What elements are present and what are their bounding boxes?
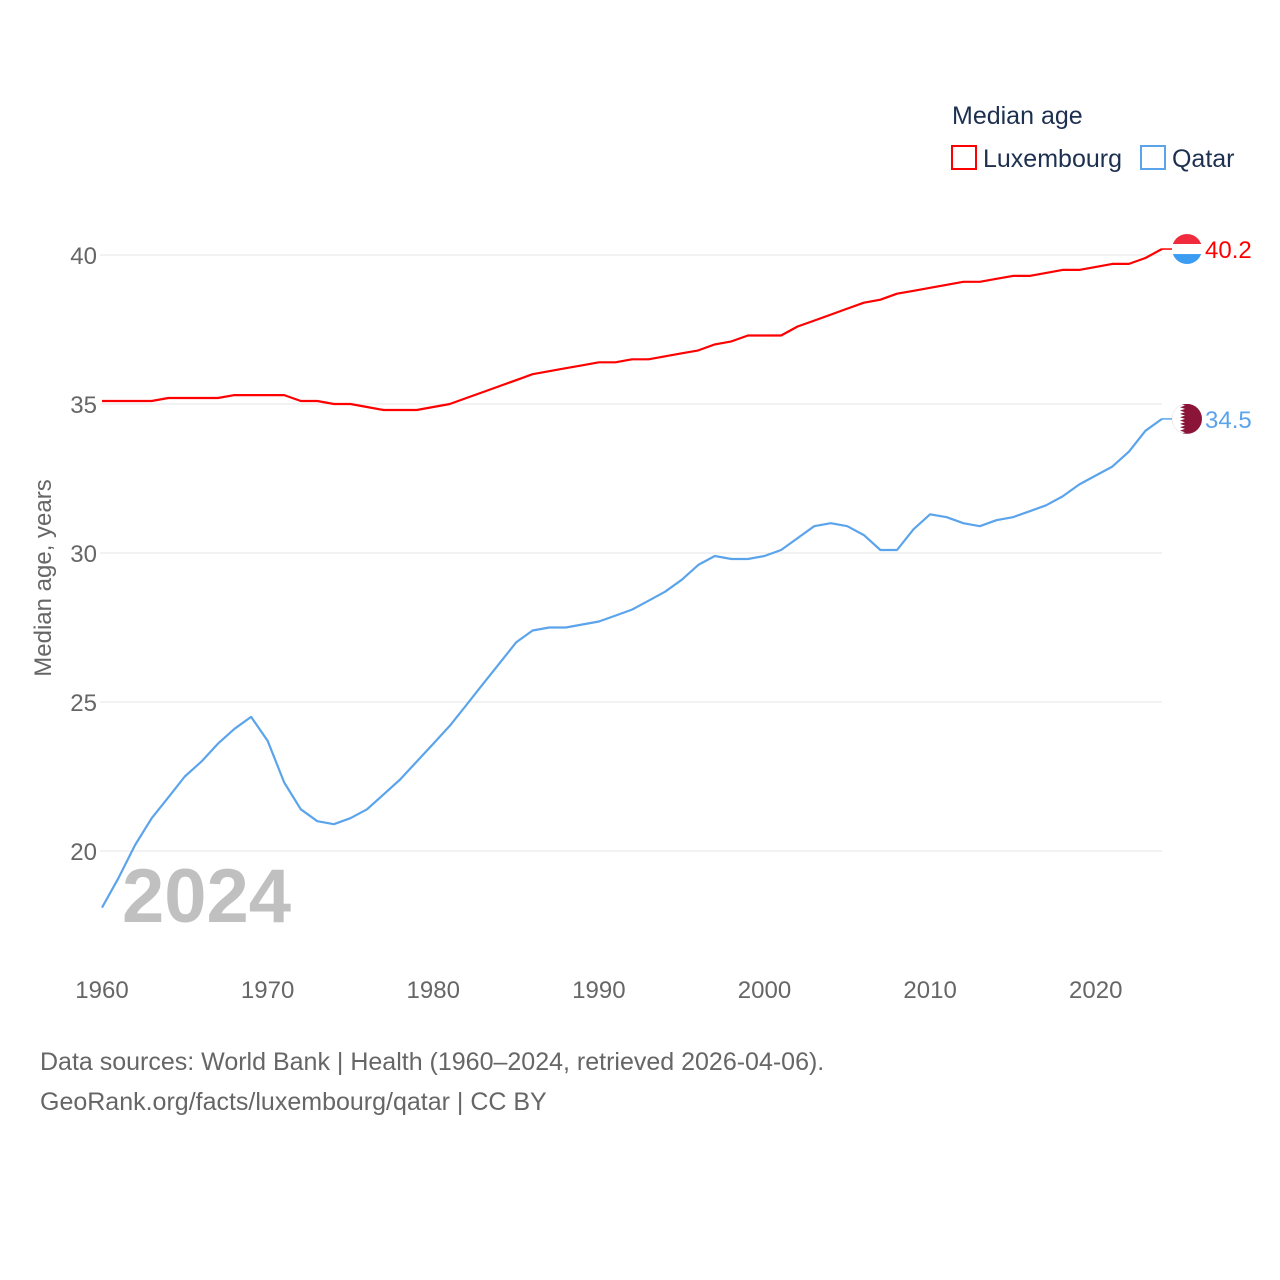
y-axis-label: Median age, years (30, 479, 57, 676)
end-value-label: 34.5 (1205, 407, 1252, 434)
legend-label: Luxembourg (983, 145, 1122, 173)
legend-swatch (1139, 145, 1166, 170)
end-value-label: 40.2 (1205, 237, 1252, 264)
y-tick-label: 25 (70, 690, 97, 717)
luxembourg-flag-icon (1172, 234, 1202, 265)
legend-label: Qatar (1172, 145, 1235, 173)
y-tick-label: 30 (70, 541, 97, 568)
x-tick-label: 2000 (738, 977, 791, 1004)
x-tick-label: 1970 (241, 977, 294, 1004)
qatar-flag-icon (1172, 403, 1202, 434)
x-tick-label: 1960 (75, 977, 128, 1004)
legend-item-luxembourg[interactable]: Luxembourg (951, 145, 1122, 173)
attribution-link[interactable]: GeoRank.org/facts/luxembourg/qatar | CC … (40, 1088, 547, 1116)
data-source-text: Data sources: World Bank | Health (1960–… (40, 1048, 825, 1076)
x-tick-label: 2020 (1069, 977, 1122, 1004)
x-tick-label: 1990 (572, 977, 625, 1004)
year-watermark: 2024 (122, 854, 291, 939)
y-tick-label: 35 (70, 392, 97, 419)
x-tick-label: 2010 (903, 977, 956, 1004)
series-line-luxembourg (102, 248, 1163, 412)
x-tick-label: 1980 (407, 977, 460, 1004)
legend-title: Median age (952, 102, 1083, 130)
series-line-qatar (101, 418, 1163, 909)
legend-swatch (951, 145, 977, 170)
y-tick-label: 40 (70, 243, 97, 270)
footer: Data sources: World Bank | Health (1960–… (40, 1042, 824, 1122)
y-tick-label: 20 (70, 839, 97, 866)
legend-item-qatar[interactable]: Qatar (1139, 145, 1235, 173)
